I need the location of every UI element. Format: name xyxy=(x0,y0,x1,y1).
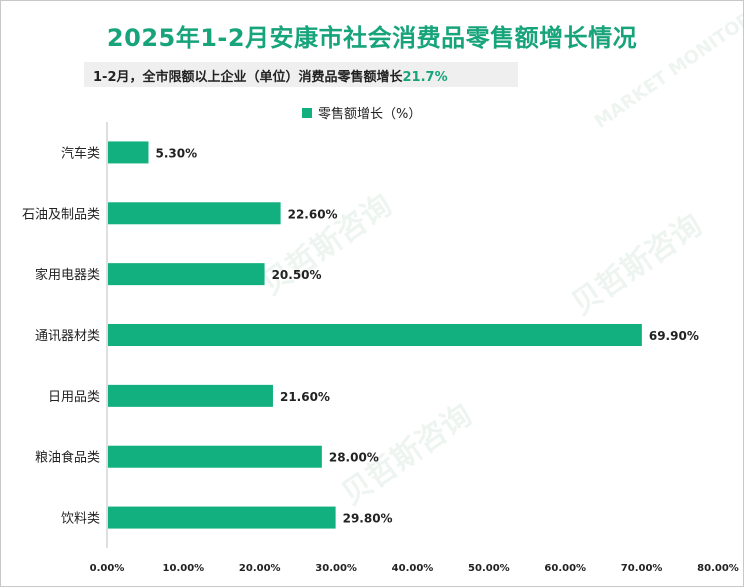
category-label: 通讯器材类 xyxy=(35,329,100,344)
subtitle-value: 21.7% xyxy=(402,70,448,85)
bar xyxy=(108,445,322,468)
data-label: 69.90% xyxy=(649,329,699,343)
category-label: 汽车类 xyxy=(61,145,100,161)
x-tick-label: 40.00% xyxy=(392,563,434,574)
x-tick-label: 80.00% xyxy=(697,563,739,574)
bar xyxy=(108,506,336,529)
x-tick-label: 70.00% xyxy=(621,563,663,574)
category-label: 饮料类 xyxy=(61,512,100,527)
bar xyxy=(108,324,642,346)
data-label: 5.30% xyxy=(155,146,197,160)
x-tick-label: 30.00% xyxy=(315,563,357,574)
data-label: 22.60% xyxy=(288,207,338,221)
x-tick-label: 20.00% xyxy=(239,563,281,574)
x-tick-label: 50.00% xyxy=(468,563,510,574)
bar xyxy=(108,263,265,286)
x-tick-label: 10.00% xyxy=(163,563,205,574)
data-label: 21.60% xyxy=(280,390,330,404)
category-label: 家用电器类 xyxy=(35,267,100,283)
chart-title: 2025年1-2月安康市社会消费品零售额增长情况 xyxy=(106,24,638,52)
category-label: 日用品类 xyxy=(48,390,100,405)
legend-label: 零售额增长（%） xyxy=(318,107,422,122)
bar xyxy=(108,384,273,407)
legend: 零售额增长（%） xyxy=(302,103,421,122)
data-label: 29.80% xyxy=(343,512,393,526)
category-label: 石油及制品类 xyxy=(22,207,100,222)
data-label: 28.00% xyxy=(329,451,379,465)
subtitle-text: 1-2月，全市限额以上企业（单位）消费品零售额增长 xyxy=(93,70,403,85)
x-tick-label: 60.00% xyxy=(544,563,586,574)
category-label: 粮油食品类 xyxy=(35,450,100,466)
data-label: 20.50% xyxy=(272,268,322,282)
subtitle-box xyxy=(84,62,518,87)
bar xyxy=(108,141,149,164)
chart-subtitle: 1-2月，全市限额以上企业（单位）消费品零售额增长21.7% xyxy=(93,66,448,85)
legend-swatch xyxy=(302,107,312,118)
x-tick-label: 0.00% xyxy=(90,563,125,574)
bar xyxy=(108,202,281,225)
